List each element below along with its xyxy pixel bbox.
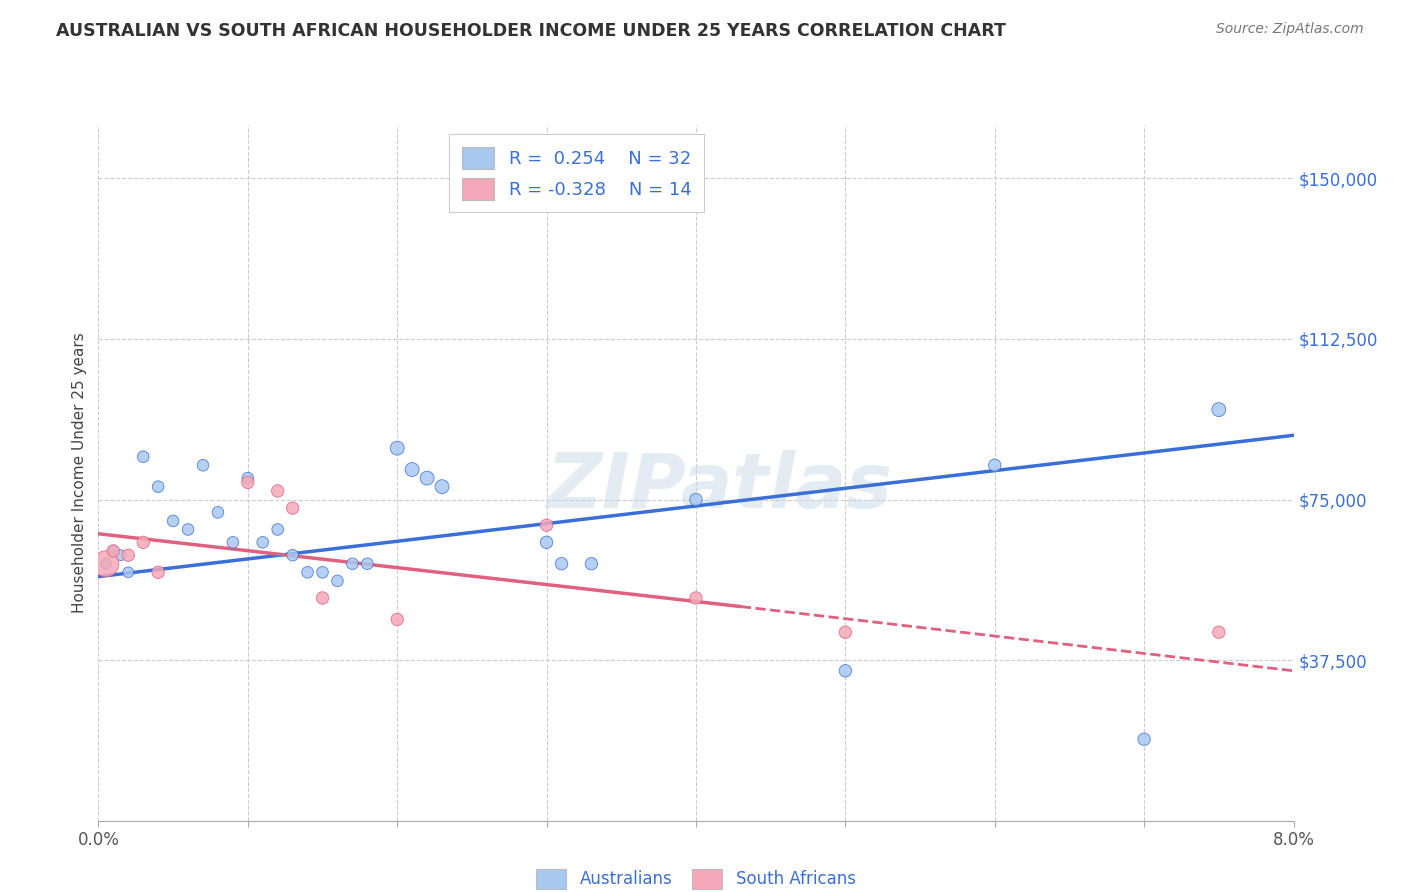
Point	[110, 548, 132, 562]
Point	[252, 535, 274, 549]
Point	[281, 548, 304, 562]
Point	[94, 557, 117, 571]
Point	[1208, 625, 1230, 640]
Point	[162, 514, 184, 528]
Text: AUSTRALIAN VS SOUTH AFRICAN HOUSEHOLDER INCOME UNDER 25 YEARS CORRELATION CHART: AUSTRALIAN VS SOUTH AFRICAN HOUSEHOLDER …	[56, 22, 1007, 40]
Point	[550, 557, 572, 571]
Point	[1133, 732, 1156, 747]
Point	[536, 535, 558, 549]
Point	[342, 557, 364, 571]
Point	[356, 557, 378, 571]
Point	[685, 591, 707, 605]
Point	[117, 548, 139, 562]
Point	[536, 518, 558, 533]
Point	[267, 483, 290, 498]
Point	[581, 557, 603, 571]
Point	[430, 480, 453, 494]
Point	[326, 574, 349, 588]
Point	[132, 535, 155, 549]
Point	[1208, 402, 1230, 417]
Text: ZIPatlas: ZIPatlas	[547, 450, 893, 524]
Point	[148, 480, 170, 494]
Point	[834, 664, 856, 678]
Point	[297, 566, 319, 580]
Point	[385, 612, 409, 626]
Point	[983, 458, 1005, 473]
Point	[311, 591, 333, 605]
Point	[132, 450, 155, 464]
Legend: Australians, South Africans: Australians, South Africans	[530, 863, 862, 892]
Point	[236, 475, 259, 490]
Point	[685, 492, 707, 507]
Point	[416, 471, 439, 485]
Point	[401, 462, 423, 476]
Point	[94, 557, 117, 571]
Point	[148, 566, 170, 580]
Point	[103, 544, 125, 558]
Point	[222, 535, 245, 549]
Point	[177, 523, 200, 537]
Text: Source: ZipAtlas.com: Source: ZipAtlas.com	[1216, 22, 1364, 37]
Point	[207, 505, 229, 519]
Y-axis label: Householder Income Under 25 years: Householder Income Under 25 years	[72, 333, 87, 613]
Point	[117, 566, 139, 580]
Point	[191, 458, 214, 473]
Point	[385, 441, 409, 455]
Point	[267, 523, 290, 537]
Point	[103, 544, 125, 558]
Point	[281, 501, 304, 516]
Point	[834, 625, 856, 640]
Point	[311, 566, 333, 580]
Point	[236, 471, 259, 485]
